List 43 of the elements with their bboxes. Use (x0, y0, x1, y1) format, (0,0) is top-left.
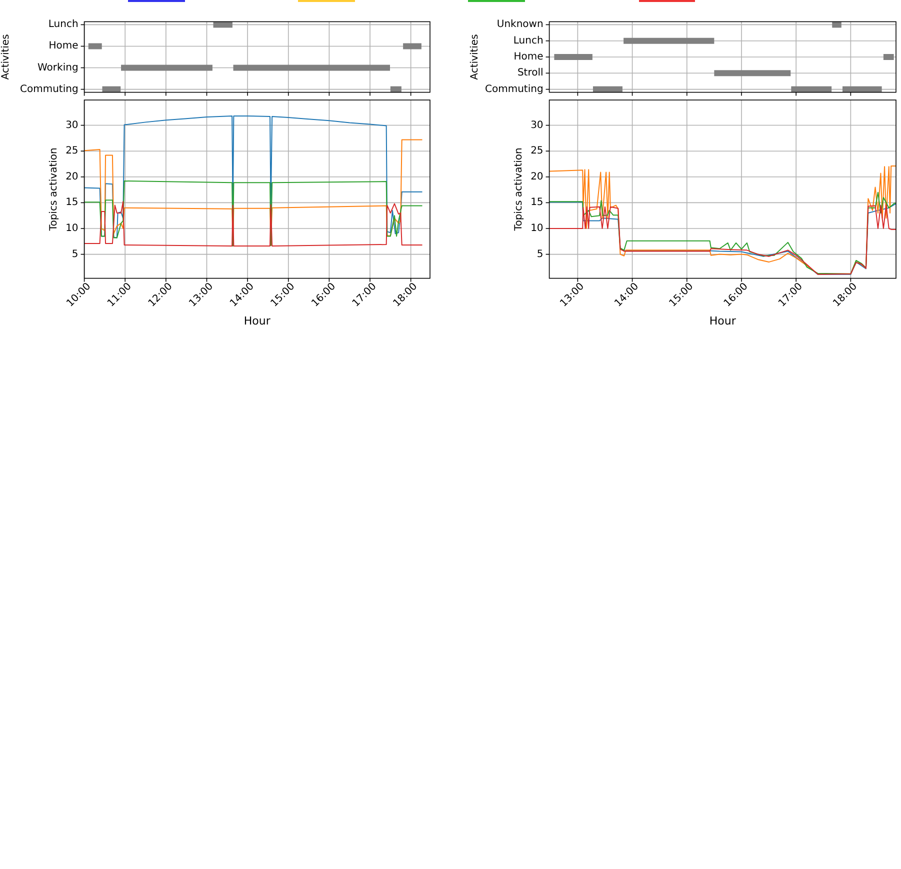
bar (88, 43, 102, 50)
y-axis-title: Topics activation (513, 148, 524, 232)
y-tick-label: 30 (66, 120, 78, 131)
y-tick-label: Lunch (48, 19, 78, 30)
bar (390, 86, 402, 92)
y-tick-label: 25 (530, 146, 544, 157)
y-tick-label: Home (48, 40, 78, 52)
y-tick-label: 20 (530, 171, 544, 182)
x-axis-title: Hour (709, 314, 736, 328)
y-tick-label: 5 (536, 248, 544, 260)
y-tick-label: Home (514, 52, 544, 62)
y-tick-label: 15 (530, 197, 544, 208)
y-tick-label: 10 (66, 223, 78, 234)
y-tick-label: 25 (66, 146, 78, 157)
y-axis-title: Topics activation (48, 148, 60, 232)
bar (233, 64, 390, 71)
y-tick-label: 15 (66, 197, 78, 208)
y-tick-label: Lunch (513, 35, 544, 46)
bar (121, 64, 212, 71)
y-tick-label: 30 (530, 120, 544, 131)
bar (213, 22, 232, 28)
y-tick-label: Commuting (484, 84, 544, 95)
bar (624, 38, 714, 44)
bar (883, 54, 894, 60)
y-tick-label: Stroll (517, 68, 544, 79)
y-tick-label: 10 (530, 223, 544, 234)
y-tick-label: Commuting (20, 84, 78, 95)
bar (791, 86, 832, 92)
y-tick-label: 20 (66, 171, 78, 182)
bar (842, 86, 882, 92)
bar (403, 43, 422, 50)
bar (592, 86, 622, 92)
y-tick-label: Working (38, 62, 78, 74)
y-tick-label: 5 (72, 248, 78, 260)
y-tick-label: Unknown (496, 19, 544, 30)
y-axis-title: Activities (469, 34, 480, 80)
line-series (84, 201, 423, 247)
bar (714, 70, 791, 76)
bar (832, 22, 842, 28)
x-axis-title: Hour (244, 314, 271, 328)
y-axis-title: Activities (0, 34, 12, 80)
bar (554, 54, 592, 60)
bar (102, 86, 121, 92)
